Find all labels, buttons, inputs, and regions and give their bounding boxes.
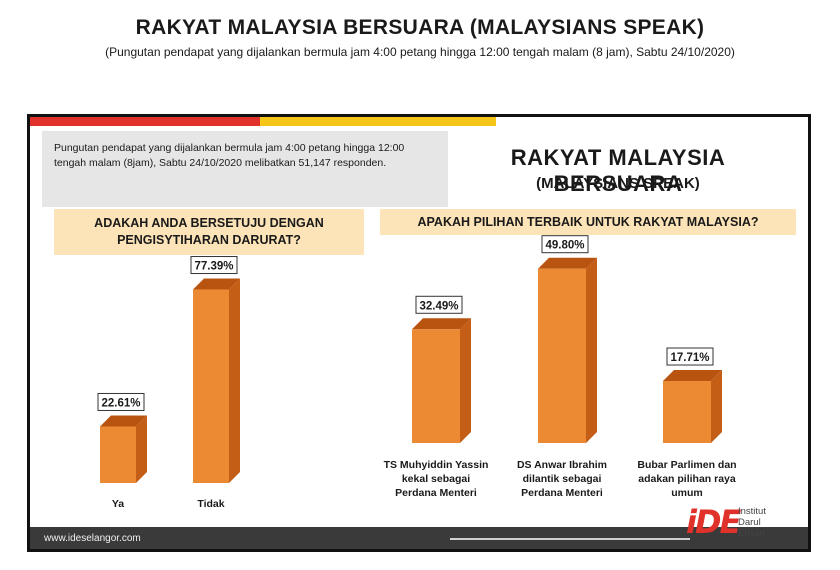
bar-side-1-2 xyxy=(711,370,722,443)
value-label-0-0: 22.61% xyxy=(101,397,140,409)
value-label-box-0-1 xyxy=(190,256,238,275)
category-label-1-0-1: kekal sebagai xyxy=(402,473,470,485)
bar-top-1-2 xyxy=(663,370,722,382)
survey-note: Pungutan pendapat yang dijalankan bermul… xyxy=(42,131,448,207)
ide-logo: iDE Institut Darul Ehsan xyxy=(686,503,798,547)
infographic-panel: Pungutan pendapat yang dijalankan bermul… xyxy=(27,114,811,552)
bar-1-2 xyxy=(663,381,711,443)
footer-url[interactable]: www.ideselangor.com xyxy=(44,533,141,544)
bar-1-0 xyxy=(412,329,460,443)
value-label-box-1-2 xyxy=(666,347,714,366)
bar-top-1-0 xyxy=(412,318,471,330)
value-label-0-1: 77.39% xyxy=(194,261,233,273)
bar-0-0 xyxy=(100,426,136,483)
value-label-1-1: 49.80% xyxy=(545,240,584,252)
page-title: RAKYAT MALAYSIA BERSUARA (MALAYSIANS SPE… xyxy=(135,16,705,39)
category-label-1-2-2: umum xyxy=(671,487,703,499)
category-label-1-1-1: dilantik sebagai xyxy=(523,473,602,485)
value-label-box-1-0 xyxy=(415,295,463,314)
question-emergency: ADAKAH ANDA BERSETUJU DENGAN PENGISYTIHA… xyxy=(54,209,364,255)
category-label-1-1-2: Perdana Menteri xyxy=(521,487,603,499)
category-label-1-2-0: Bubar Parlimen dan xyxy=(637,459,736,471)
category-label-1-0-2: Perdana Menteri xyxy=(395,487,477,499)
bar-top-1-1 xyxy=(538,257,597,269)
value-label-1-0: 32.49% xyxy=(419,300,458,312)
accent-bar-red xyxy=(30,117,260,126)
question-best-choice: APAKAH PILIHAN TERBAIK UNTUK RAKYAT MALA… xyxy=(380,209,796,235)
bar-0-1 xyxy=(193,289,229,483)
category-label-0-0-0: Ya xyxy=(112,498,124,510)
logo-line-1: Institut xyxy=(738,506,766,517)
bar-side-1-0 xyxy=(460,318,471,443)
bar-1-1 xyxy=(538,268,586,443)
accent-bar-yellow xyxy=(260,117,496,126)
bar-side-0-0 xyxy=(136,415,147,483)
page-subtitle: (Pungutan pendapat yang dijalankan bermu… xyxy=(105,45,735,59)
panel-subtitle: (MALAYSIANS SPEAK) xyxy=(536,175,700,192)
category-label-0-1-0: Tidak xyxy=(197,498,224,510)
value-label-box-1-1 xyxy=(541,235,589,254)
value-label-1-2: 17.71% xyxy=(670,352,709,364)
bar-charts: 22.61% Ya 77.39% Tidak 32.49% TS Muhyiddin Ya… xyxy=(97,235,737,510)
bar-side-1-1 xyxy=(586,257,597,443)
logo-text: Institut Darul Ehsan xyxy=(738,506,766,539)
logo-mark: iDE xyxy=(686,503,741,541)
value-label-box-0-0 xyxy=(97,392,145,411)
panel-title: RAKYAT MALAYSIA BERSUARA xyxy=(510,145,726,196)
category-label-1-1-0: DS Anwar Ibrahim xyxy=(517,459,607,471)
bar-top-0-1 xyxy=(193,278,240,290)
category-label-1-0-0: TS Muhyiddin Yassin xyxy=(384,459,489,471)
footer-bar xyxy=(30,527,808,549)
bar-side-0-1 xyxy=(229,278,240,483)
logo-line-2: Darul xyxy=(738,517,761,528)
category-label-1-2-1: adakan pilihan raya xyxy=(638,473,736,485)
accent-bar xyxy=(30,117,808,126)
logo-line-3: Ehsan xyxy=(738,528,765,539)
footer-divider xyxy=(450,538,690,540)
bar-top-0-0 xyxy=(100,415,147,427)
